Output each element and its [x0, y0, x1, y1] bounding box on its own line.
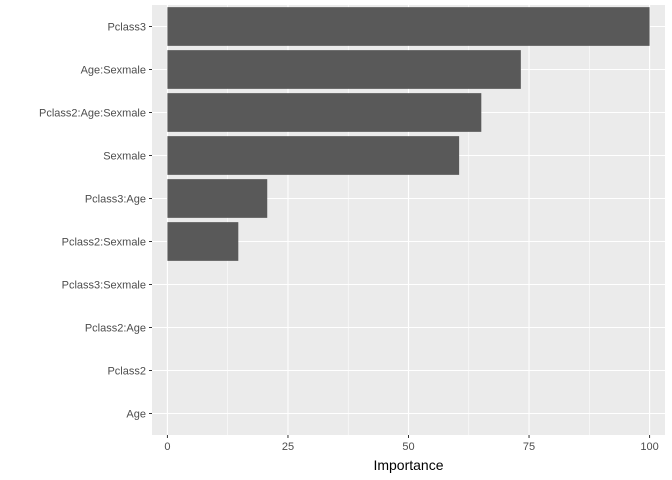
bar — [167, 222, 239, 261]
x-tick-label: 25 — [282, 441, 294, 453]
bar — [167, 50, 521, 89]
bar — [167, 179, 268, 218]
y-tick-label: Pclass2:Age — [85, 323, 146, 335]
y-tick-label: Sexmale — [103, 151, 146, 163]
x-axis-title: Importance — [373, 457, 443, 473]
x-tick-label: 100 — [640, 441, 658, 453]
y-tick-label: Age:Sexmale — [81, 65, 146, 77]
x-tick-label: 0 — [164, 441, 170, 453]
bars — [167, 7, 650, 261]
y-tick-label: Pclass2:Sexmale — [62, 237, 146, 249]
y-tick-label: Pclass3 — [107, 22, 146, 34]
x-tick-label: 75 — [523, 441, 535, 453]
y-tick-label: Pclass3:Sexmale — [62, 280, 146, 292]
x-tick-label: 50 — [402, 441, 414, 453]
y-tick-label: Pclass2:Age:Sexmale — [39, 108, 146, 120]
bar — [167, 136, 460, 175]
y-axis: Pclass3 Age:Sexmale Pclass2:Age:Sexmale Sex… — [39, 22, 152, 421]
bar — [167, 93, 482, 132]
y-tick-label: Pclass2 — [107, 366, 146, 378]
y-tick-label: Age — [126, 409, 146, 421]
bar — [167, 7, 650, 46]
x-axis: 0 25 50 75 100 — [164, 435, 659, 453]
y-tick-label: Pclass3:Age — [85, 194, 146, 206]
